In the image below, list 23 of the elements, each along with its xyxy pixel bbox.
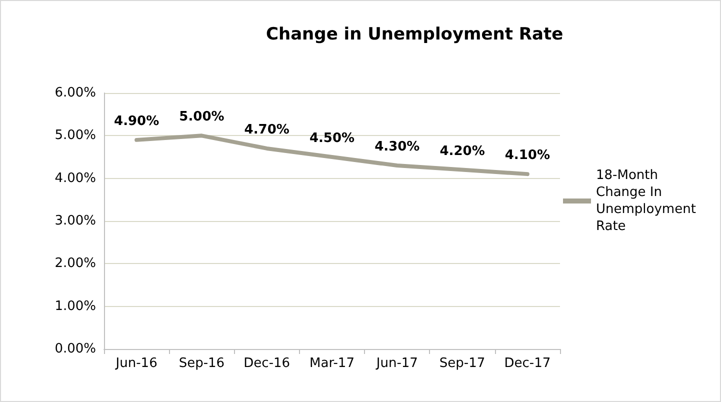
- data-label: 4.20%: [440, 144, 485, 159]
- data-label: 5.00%: [179, 110, 224, 125]
- data-label: 4.70%: [244, 122, 290, 138]
- y-tick-label: 6.00%: [54, 86, 96, 100]
- x-tick-label: Jun-17: [375, 356, 418, 371]
- chart-title: Change in Unemployment Rate: [266, 24, 564, 44]
- legend-label: 18-Month Change In Unemployment Rate: [596, 168, 700, 234]
- data-label: 4.30%: [374, 140, 420, 155]
- y-tick-label: 0.00%: [54, 342, 96, 356]
- y-tick-label: 2.00%: [54, 256, 96, 272]
- x-tick-label: Jun-16: [114, 356, 158, 371]
- data-label: 4.90%: [114, 114, 160, 129]
- data-label: 4.10%: [504, 148, 550, 164]
- x-tick-label: Dec-16: [244, 356, 290, 371]
- x-tick-label: Sep-17: [439, 356, 486, 371]
- y-tick-label: 1.00%: [54, 298, 96, 314]
- y-tick-label: 4.00%: [54, 170, 96, 186]
- y-tick-label: 3.00%: [54, 214, 96, 228]
- data-label: 4.50%: [309, 131, 355, 146]
- x-tick-label: Sep-16: [178, 356, 225, 371]
- y-tick-label: 5.00%: [54, 128, 96, 144]
- x-tick-label: Dec-17: [504, 356, 551, 371]
- x-tick-label: Mar-17: [310, 356, 354, 371]
